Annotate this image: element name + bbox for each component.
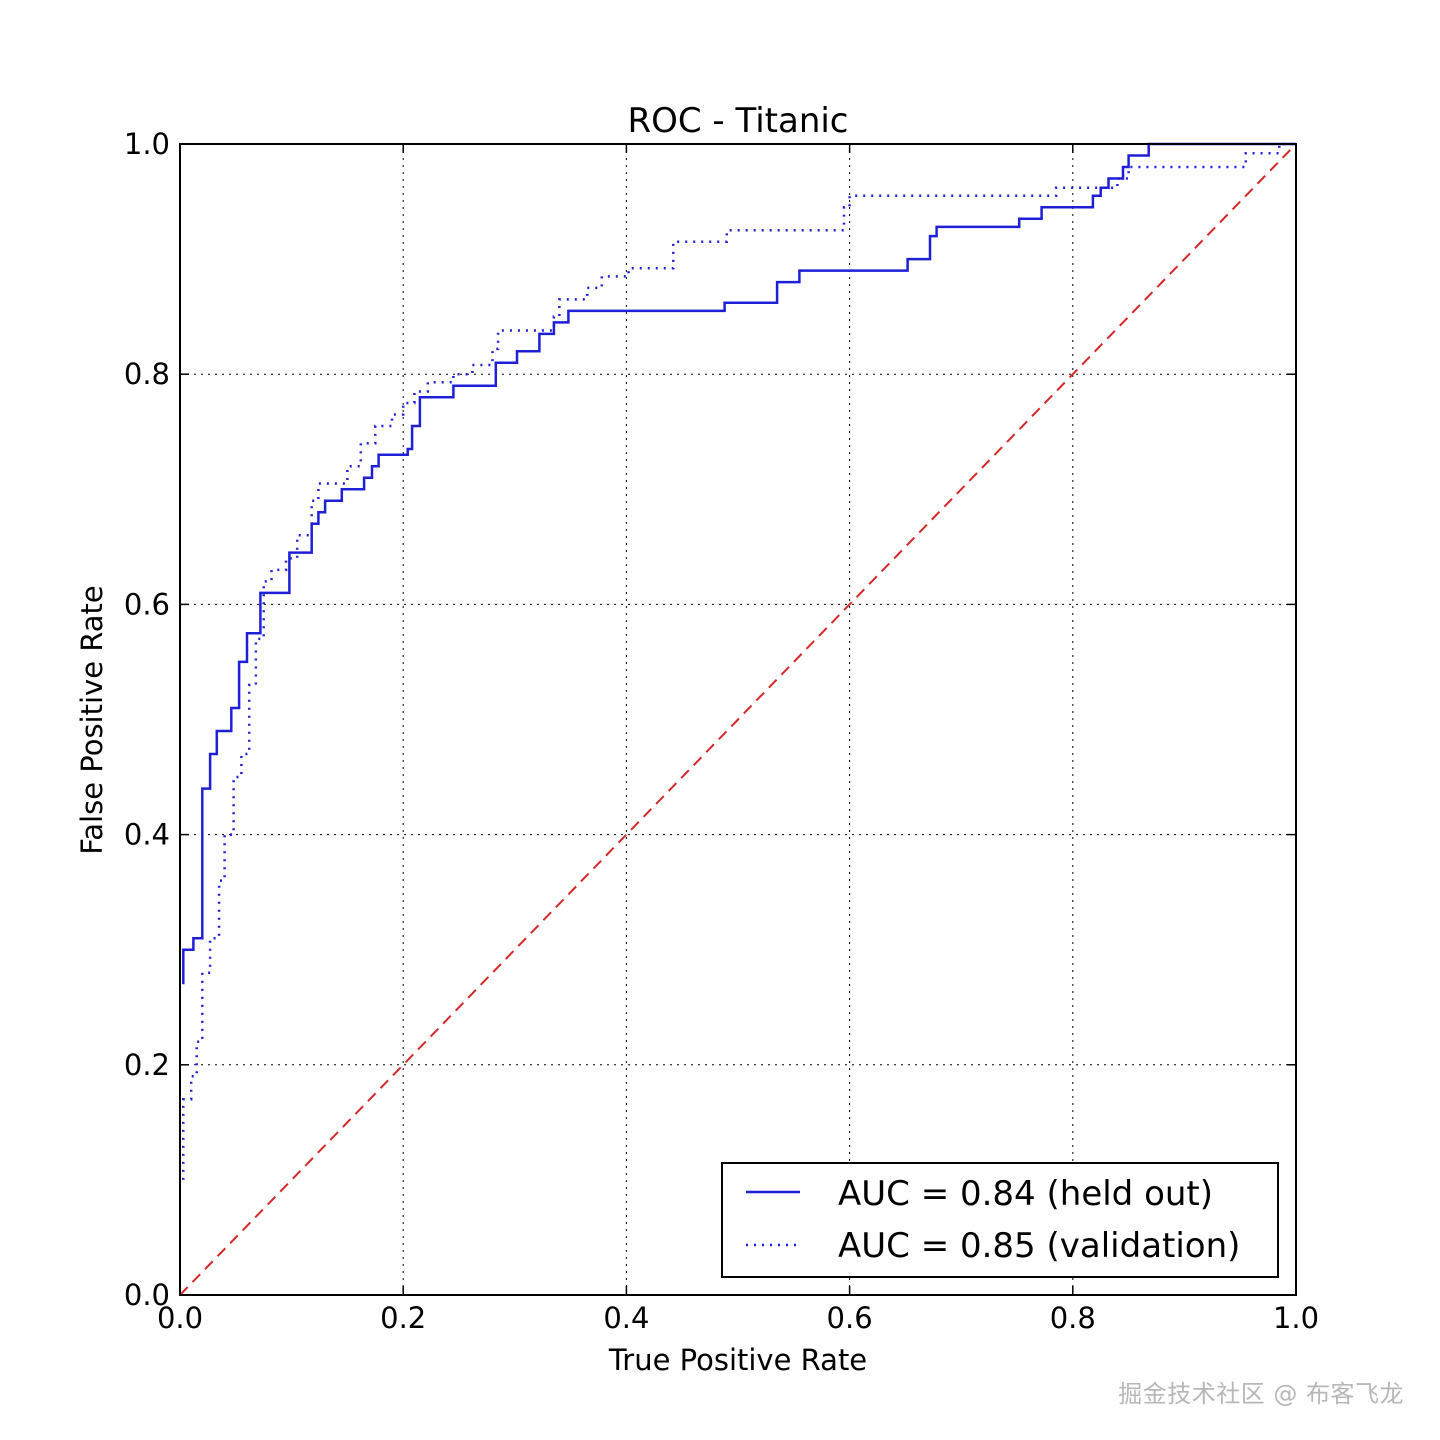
series-line-held-out bbox=[182, 142, 1296, 985]
watermark: 掘金技术社区 @ 布客飞龙 bbox=[1118, 1380, 1404, 1408]
legend-box bbox=[721, 1162, 1279, 1278]
x-tick-label: 0.8 bbox=[1050, 1301, 1096, 1335]
legend-label-validation: AUC = 0.85 (validation) bbox=[838, 1226, 1240, 1266]
series-line-validation bbox=[182, 142, 1296, 1180]
baseline-line bbox=[179, 143, 1297, 1296]
x-tick-label: 0.0 bbox=[157, 1301, 203, 1335]
y-tick-label: 0.8 bbox=[124, 357, 170, 391]
y-tick-label: 0.2 bbox=[124, 1048, 170, 1082]
x-tick-label: 0.2 bbox=[380, 1301, 426, 1335]
legend-label-held-out: AUC = 0.84 (held out) bbox=[838, 1174, 1213, 1214]
y-tick-label: 0.4 bbox=[124, 818, 170, 852]
y-axis-label: False Positive Rate bbox=[75, 585, 109, 855]
legend: AUC = 0.84 (held out) AUC = 0.85 (valida… bbox=[721, 1162, 1279, 1278]
y-tick-label: 1.0 bbox=[124, 127, 170, 161]
plot-frame bbox=[179, 143, 1297, 1296]
y-tick-label: 0.6 bbox=[124, 587, 170, 621]
x-tick-label: 0.4 bbox=[603, 1301, 649, 1335]
y-tick-label: 0.0 bbox=[124, 1278, 170, 1312]
x-axis-label: True Positive Rate bbox=[608, 1343, 867, 1377]
axis-ticks: 0.0 0.2 0.4 0.6 0.8 1.0 0.0 0.2 0.4 0.6 0.8 1.0 bbox=[124, 127, 1319, 1335]
chance-baseline bbox=[179, 143, 1297, 1296]
x-tick-label: 0.6 bbox=[827, 1301, 873, 1335]
chart-title: ROC - Titanic bbox=[627, 101, 848, 141]
roc-curves bbox=[182, 142, 1296, 1180]
x-tick-label: 1.0 bbox=[1273, 1301, 1319, 1335]
